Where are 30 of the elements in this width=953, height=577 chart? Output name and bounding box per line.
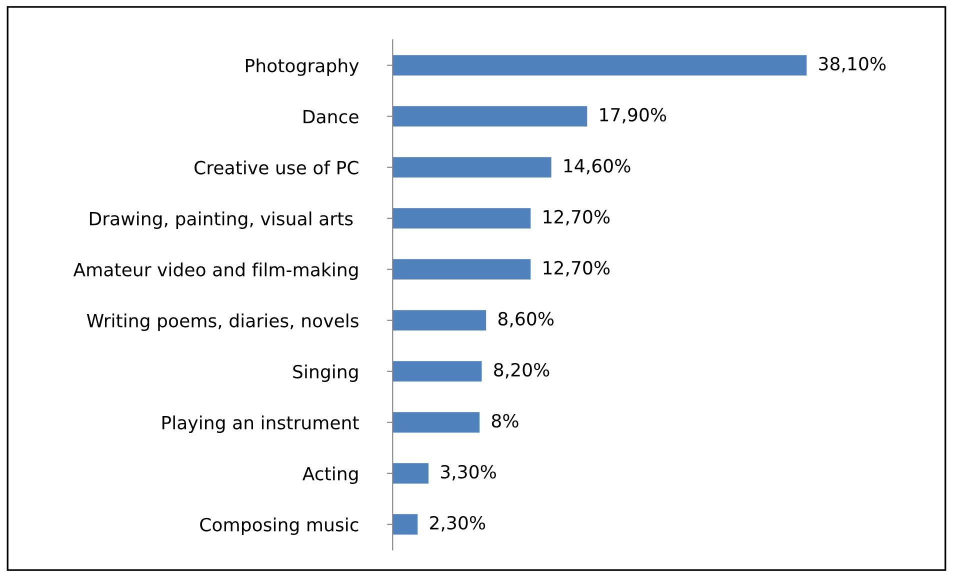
data-label: 12,70% — [544, 210, 610, 226]
bar — [392, 106, 588, 127]
y-tick-label: Drawing, painting, visual arts — [90, 211, 353, 229]
bar — [392, 310, 486, 331]
bar — [392, 514, 418, 535]
y-tick-label: Writing poems, diaries, novels — [86, 313, 358, 331]
bar — [392, 259, 531, 280]
bar — [392, 55, 807, 76]
bar — [392, 463, 428, 484]
data-label: 38,10% — [819, 56, 886, 72]
data-label: 8% — [492, 414, 518, 428]
bar — [392, 157, 552, 178]
y-tick-label: Amateur video and film-making — [73, 262, 358, 280]
bar — [392, 208, 531, 229]
bar — [392, 412, 480, 433]
y-tick-label: Composing music — [200, 518, 358, 535]
data-label: 8,20% — [494, 362, 550, 378]
data-label: 12,70% — [544, 260, 610, 276]
y-tick-label: Acting — [302, 466, 358, 484]
y-tick-label: Playing an instrument — [162, 416, 359, 433]
data-label: 2,30% — [430, 516, 486, 532]
bar — [392, 361, 482, 382]
y-tick-label: Dance — [304, 110, 358, 124]
data-label: 17,90% — [600, 108, 666, 124]
y-tick-label: Photography — [246, 58, 359, 76]
data-label: 8,60% — [498, 312, 554, 328]
y-tick-label: Singing — [293, 364, 358, 382]
data-label: 3,30% — [440, 464, 496, 480]
y-tick-label: Creative use of PC — [194, 160, 358, 174]
data-label: 14,60% — [564, 158, 630, 174]
